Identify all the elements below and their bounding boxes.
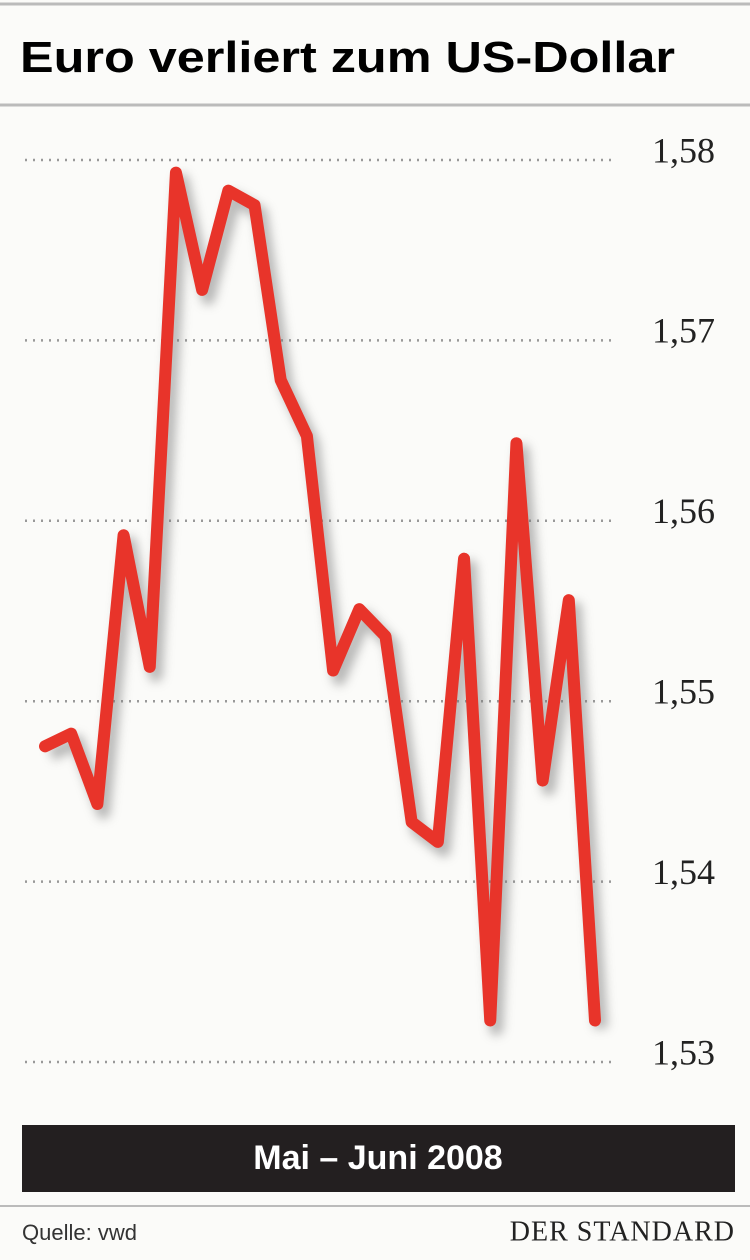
y-tick-label: 1,53 [652,1032,715,1072]
chart-title: Euro verliert zum US-Dollar [20,33,675,82]
source: Quelle: vwd [22,1220,137,1245]
y-tick-label: 1,56 [652,491,715,531]
x-axis-label: Mai – Juni 2008 [253,1139,502,1177]
publisher: DER STANDARD [510,1216,735,1247]
plot: 1,53 1,54 1,55 1,56 1,57 1,58 [25,130,715,1072]
y-tick-label: 1,58 [652,130,715,170]
y-tick-label: 1,55 [652,671,715,711]
x-label-bar [22,1125,735,1192]
y-tick-label: 1,57 [652,311,715,351]
y-tick-label: 1,54 [652,852,715,892]
line [39,166,601,1027]
